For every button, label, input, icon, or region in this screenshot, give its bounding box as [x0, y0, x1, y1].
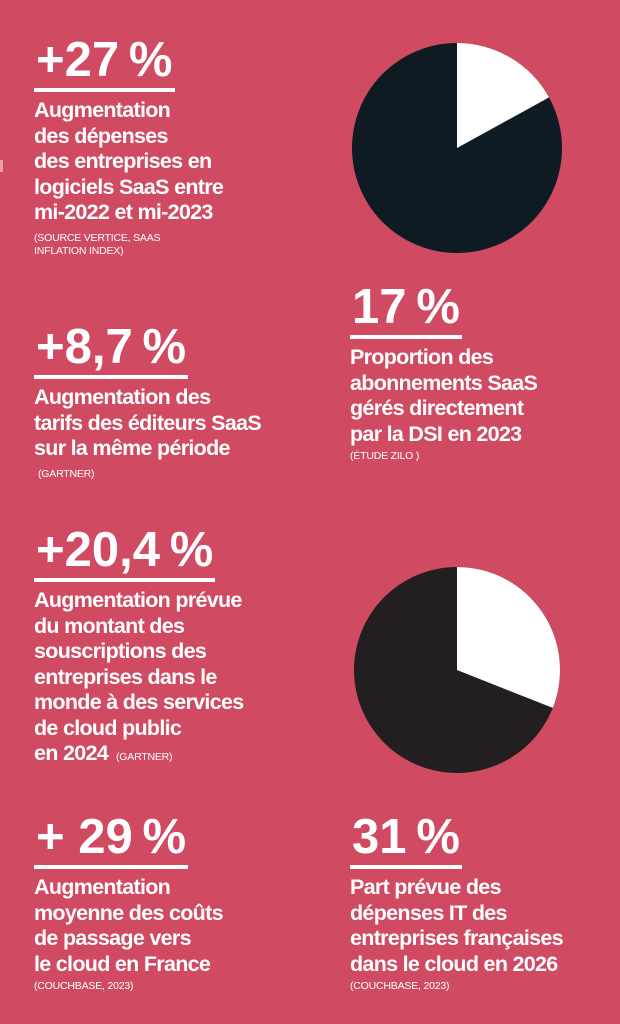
source-line: INFLATION INDEX)	[34, 244, 124, 257]
stat-source: (GARTNER)	[116, 751, 173, 763]
desc-line: monde à des services	[34, 690, 244, 714]
stat-value: +27 %	[34, 35, 175, 92]
stat-source: (SOURCE VERTICE, SAAS INFLATION INDEX)	[34, 232, 223, 258]
desc-line: dépenses IT des	[350, 900, 507, 925]
desc-line: tarifs des éditeurs SaaS	[34, 410, 262, 435]
desc-line: gérés directement	[350, 396, 524, 420]
desc-line: entreprises françaises	[350, 926, 564, 950]
pie-chart-cloud-share	[354, 567, 560, 773]
stat-value: +8,7 %	[34, 322, 188, 379]
desc-line: du montant des	[34, 613, 185, 638]
stat-dsi-managed: 17 % Proportion des abonnements SaaS gér…	[350, 282, 538, 463]
desc-line: Augmentation	[34, 875, 171, 899]
desc-line: Augmentation des	[34, 385, 211, 409]
desc-line: de cloud public	[34, 715, 182, 740]
desc-line: Part prévue des	[350, 875, 502, 899]
stat-source: (ÉTUDE ZILO )	[350, 450, 420, 462]
desc-line: souscriptions des	[34, 639, 207, 663]
desc-line: Proportion des	[350, 345, 494, 369]
desc-line: entreprises dans le	[34, 664, 217, 689]
stat-source: (COUCHBASE, 2023)	[34, 980, 134, 992]
stat-value: 17 %	[350, 282, 462, 339]
desc-line: le cloud en France	[34, 951, 211, 976]
pie-slice-highlight	[457, 567, 560, 708]
stat-description: Augmentation des tarifs des éditeurs Saa…	[34, 385, 262, 462]
stat-value: 31 %	[350, 812, 462, 869]
decorative-mark	[0, 160, 3, 172]
desc-line: mi-2022 et mi-2023	[34, 200, 213, 224]
stat-cloud-it-share: 31 % Part prévue des dépenses IT des ent…	[350, 812, 564, 993]
stat-value: + 29 %	[34, 812, 188, 869]
desc-line: dans le cloud en 2026	[350, 951, 558, 976]
desc-line: en 2024 (GARTNER)	[34, 741, 243, 771]
desc-line: moyenne des coûts	[34, 900, 224, 925]
desc-line: logiciels SaaS entre	[34, 174, 224, 199]
desc-line: des entreprises en	[34, 149, 212, 173]
desc-line: Augmentation	[34, 98, 171, 122]
desc-line: Augmentation prévue	[34, 588, 242, 612]
stat-saas-spending: +27 % Augmentation des dépenses des entr…	[34, 35, 224, 258]
desc-line: des dépenses	[34, 123, 169, 148]
pie-slice-highlight	[457, 43, 550, 148]
stat-description: Part prévue des dépenses IT des entrepri…	[350, 875, 564, 977]
pie-chart-dsi-managed	[352, 43, 562, 253]
stat-cloud-migration-costs: + 29 % Augmentation moyenne des coûts de…	[34, 812, 224, 993]
stat-description: Augmentation des dépenses des entreprise…	[34, 98, 224, 226]
desc-line: de passage vers	[34, 926, 192, 950]
desc-line: par la DSI en 2023	[350, 421, 522, 446]
stat-value: +20,4 %	[34, 525, 215, 582]
desc-line: sur la même période	[34, 436, 231, 460]
stat-source: (COUCHBASE, 2023)	[350, 980, 450, 992]
desc-line-text: en 2024	[34, 741, 109, 765]
desc-line: abonnements SaaS	[350, 370, 538, 395]
stat-description: Augmentation prévue du montant des sousc…	[34, 588, 244, 771]
stat-cloud-subscriptions: +20,4 % Augmentation prévue du montant d…	[34, 525, 244, 771]
stat-source: (GARTNER)	[38, 467, 95, 480]
stat-saas-prices: +8,7 % Augmentation des tarifs des édite…	[34, 322, 262, 481]
stat-description: Proportion des abonnements SaaS gérés di…	[350, 345, 538, 447]
stat-description: Augmentation moyenne des coûts de passag…	[34, 875, 224, 977]
source-line: (SOURCE VERTICE, SAAS	[34, 231, 161, 244]
